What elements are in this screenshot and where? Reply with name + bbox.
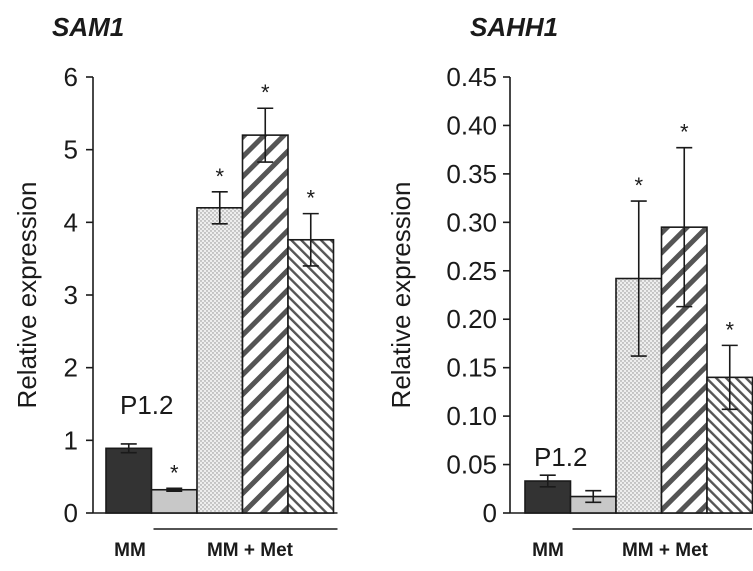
y-tick-label: 0.20 [446, 304, 497, 334]
chart-panel-2: SAHH1 Relative expression P1.2 MM MM + M… [386, 12, 753, 561]
significance-star: * [215, 164, 224, 189]
bar [287, 238, 335, 514]
y-tick-label: 0.45 [446, 62, 497, 92]
significance-star: * [261, 80, 270, 105]
y-tick-label: 2 [64, 353, 78, 383]
y-axis-label: Relative expression [386, 182, 416, 409]
significance-star: * [170, 460, 179, 485]
x-group-label-mm: MM [532, 540, 564, 561]
y-tick-label: 0.25 [446, 256, 497, 286]
y-tick-label: 0 [483, 498, 497, 528]
chart-title: SAM1 [52, 12, 124, 42]
y-tick-label: 6 [64, 62, 78, 92]
significance-star: * [306, 186, 315, 211]
y-tick-label: 0.10 [446, 401, 497, 431]
y-tick-label: 0.40 [446, 110, 497, 140]
y-tick-label: 0.15 [446, 353, 497, 383]
y-tick-label: 1 [64, 425, 78, 455]
y-tick-label: 5 [64, 135, 78, 165]
y-axis-label: Relative expression [12, 182, 42, 409]
annotation-label: P1.2 [120, 390, 174, 420]
chart-panel-1: SAM1 Relative expression P1.2 MM MM + Me… [12, 12, 338, 561]
y-tick-label: 0 [64, 498, 78, 528]
bar [150, 488, 198, 514]
chart-title: SAHH1 [470, 12, 558, 42]
significance-star: * [634, 173, 643, 198]
y-tick-label: 0.35 [446, 159, 497, 189]
x-group-label-mm: MM [114, 540, 146, 561]
bar [196, 207, 244, 514]
y-tick-label: 0.30 [446, 207, 497, 237]
significance-star: * [725, 317, 734, 342]
annotation-label: P1.2 [534, 442, 588, 472]
x-group-label-mm-met: MM + Met [622, 540, 709, 561]
bar [105, 447, 153, 514]
y-tick-label: 0.05 [446, 450, 497, 480]
significance-star: * [680, 120, 689, 145]
bar [241, 134, 289, 514]
y-tick-label: 3 [64, 280, 78, 310]
y-tick-label: 4 [64, 207, 78, 237]
x-group-label-mm-met: MM + Met [207, 540, 294, 561]
